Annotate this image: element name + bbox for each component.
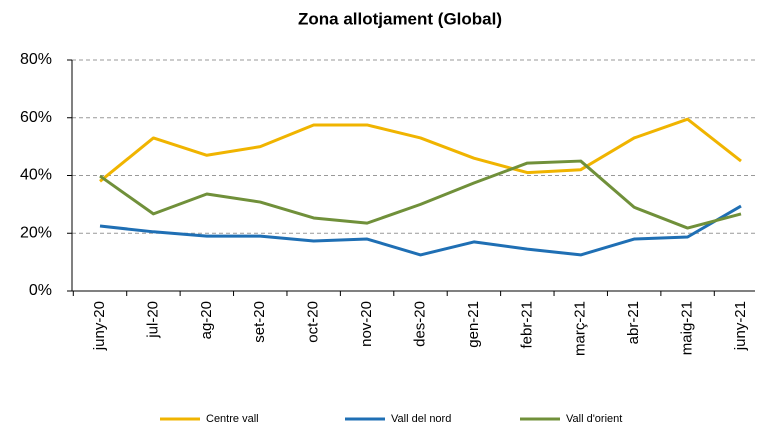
legend-label: Centre vall [206,413,259,425]
series-line [99,159,742,230]
series-line [99,117,742,183]
chart-title: Zona allotjament (Global) [298,9,502,28]
x-tick-label: nov-20 [358,301,375,347]
x-tick-label: febr-21 [518,301,535,349]
x-tick-label: maig-21 [679,301,696,355]
y-tick-label: 60% [20,109,52,126]
x-tick-label: jul-20 [144,301,161,339]
x-tick-label: juny-20 [91,301,108,351]
x-tick-label: set-20 [251,301,268,343]
legend-label: Vall del nord [391,413,451,425]
series-line [99,204,742,257]
x-tick-label: abr-21 [625,301,642,344]
y-tick-label: 40% [20,167,52,184]
x-tick-label: ag-20 [198,301,215,339]
x-tick-label: oct-20 [305,301,322,343]
x-tick-label: gen-21 [465,301,482,348]
y-tick-label: 20% [20,224,52,241]
legend-label: Vall d'orient [566,413,622,425]
y-tick-label: 80% [20,51,52,68]
x-tick-label: juny-21 [732,301,749,351]
y-tick-label: 0% [29,282,52,299]
x-tick-label: des-20 [411,301,428,347]
x-tick-label: març-21 [572,301,589,356]
